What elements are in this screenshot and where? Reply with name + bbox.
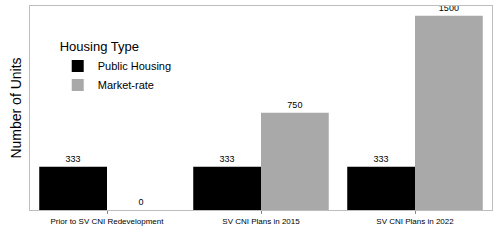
svg-text:333: 333: [220, 154, 235, 164]
svg-text:Prior to SV CNI Redevelopment: Prior to SV CNI Redevelopment: [51, 217, 165, 226]
svg-text:750: 750: [287, 100, 302, 110]
svg-text:0: 0: [138, 197, 143, 207]
svg-text:Housing Type: Housing Type: [60, 39, 139, 54]
svg-text:333: 333: [374, 154, 389, 164]
svg-text:1500: 1500: [439, 3, 459, 13]
svg-text:SV CNI Plans in 2015: SV CNI Plans in 2015: [222, 217, 300, 226]
svg-text:Market-rate: Market-rate: [98, 79, 154, 91]
svg-text:Public Housing: Public Housing: [98, 60, 171, 72]
svg-text:SV CNI Plans in 2022: SV CNI Plans in 2022: [376, 217, 454, 226]
svg-text:Number of Units: Number of Units: [8, 57, 24, 158]
svg-text:333: 333: [66, 154, 81, 164]
